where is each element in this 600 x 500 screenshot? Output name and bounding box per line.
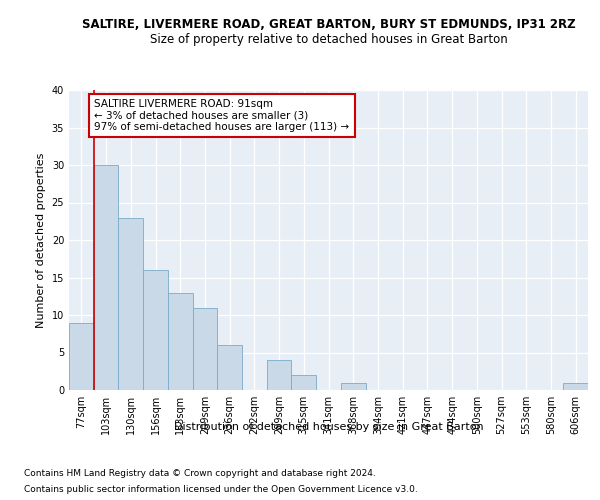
Bar <box>94 165 118 390</box>
Text: SALTIRE, LIVERMERE ROAD, GREAT BARTON, BURY ST EDMUNDS, IP31 2RZ: SALTIRE, LIVERMERE ROAD, GREAT BARTON, B… <box>82 18 575 30</box>
Text: Contains HM Land Registry data © Crown copyright and database right 2024.: Contains HM Land Registry data © Crown c… <box>24 470 376 478</box>
Bar <box>267 360 292 390</box>
Bar <box>143 270 168 390</box>
Bar <box>217 345 242 390</box>
Bar <box>292 375 316 390</box>
Text: SALTIRE LIVERMERE ROAD: 91sqm
← 3% of detached houses are smaller (3)
97% of sem: SALTIRE LIVERMERE ROAD: 91sqm ← 3% of de… <box>94 99 349 132</box>
Bar <box>69 322 94 390</box>
Bar <box>118 218 143 390</box>
Text: Contains public sector information licensed under the Open Government Licence v3: Contains public sector information licen… <box>24 484 418 494</box>
Y-axis label: Number of detached properties: Number of detached properties <box>36 152 46 328</box>
Bar <box>168 292 193 390</box>
Bar <box>193 308 217 390</box>
Bar <box>563 382 588 390</box>
Text: Size of property relative to detached houses in Great Barton: Size of property relative to detached ho… <box>150 32 508 46</box>
Bar <box>341 382 365 390</box>
Text: Distribution of detached houses by size in Great Barton: Distribution of detached houses by size … <box>174 422 484 432</box>
